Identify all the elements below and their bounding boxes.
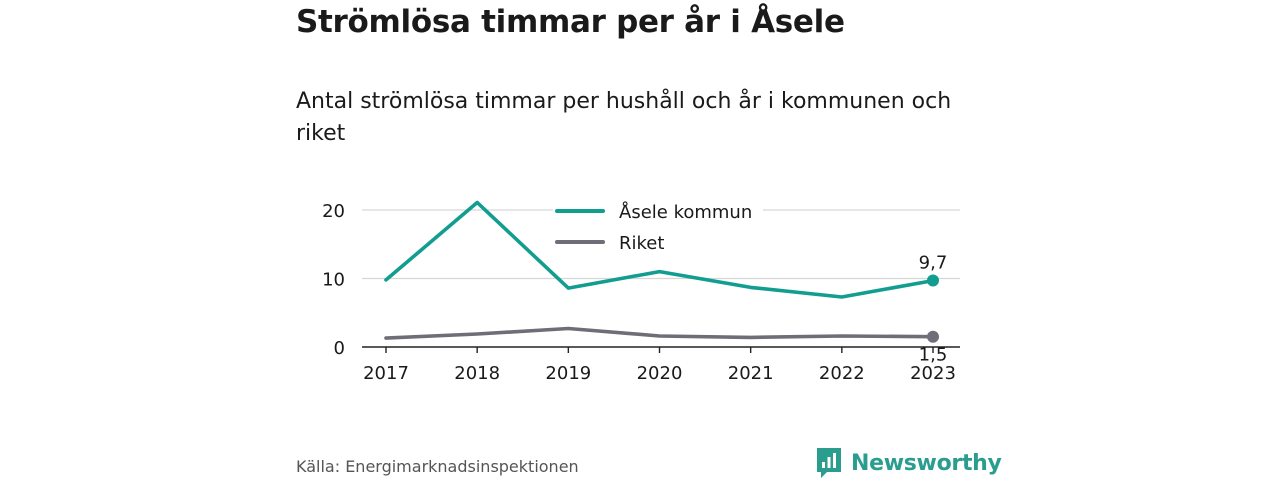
end-marker [927,330,939,343]
end-marker [927,274,939,287]
series-line-asele [384,200,935,299]
newsworthy-logo-icon [817,448,841,478]
x-tick-label: 2019 [545,363,591,384]
y-tick-label: 20 [322,201,345,222]
x-tick-label: 2023 [910,363,956,384]
y-tick-label: 0 [334,338,345,359]
x-tick-label: 2022 [819,363,865,384]
x-tick-label: 2017 [363,363,409,384]
x-tick-label: 2020 [637,363,683,384]
end-value-label: 1,5 [919,345,948,366]
chart-title: Strömlösa timmar per år i Åsele [296,4,845,40]
source-note: Källa: Energimarknadsinspektionen [296,457,579,476]
legend-label: Riket [619,233,664,254]
brand-name: Newsworthy [851,450,1002,476]
legend-label: Åsele kommun [619,201,752,223]
chart-subtitle: Antal strömlösa timmar per hushåll och å… [296,89,952,146]
brand-logo: Newsworthy [815,446,1002,480]
end-value-label: 9,7 [919,253,948,274]
x-tick-label: 2018 [454,363,500,384]
y-tick-label: 10 [322,270,345,291]
series-line-riket [384,326,935,340]
x-tick-label: 2021 [728,363,774,384]
